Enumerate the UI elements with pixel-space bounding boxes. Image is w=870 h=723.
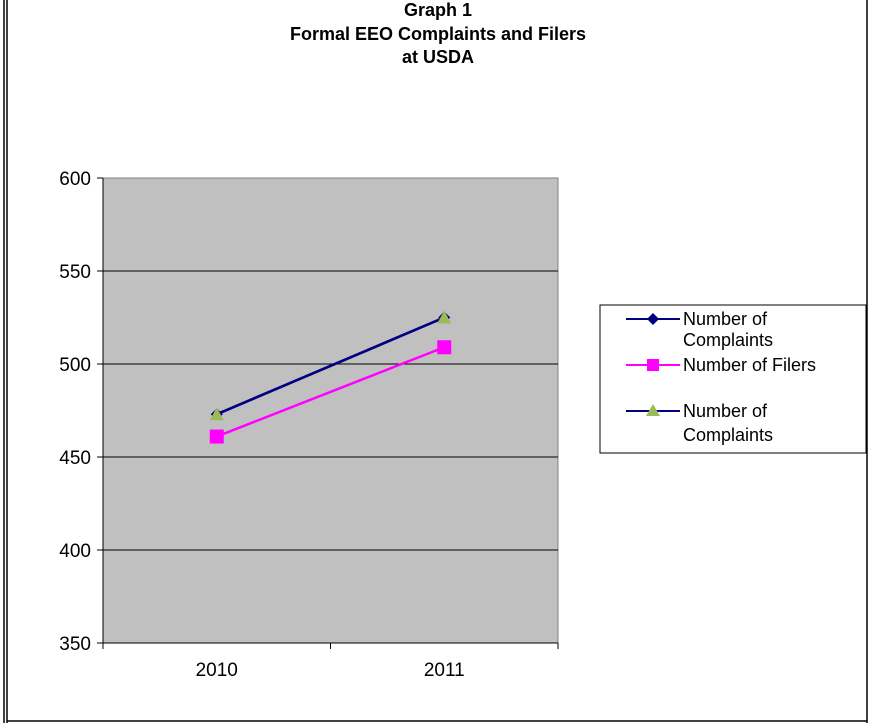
legend-label-complaints-3: Number of (683, 401, 768, 421)
x-tick-label-2011: 2011 (424, 660, 465, 681)
title-line-2: Formal EEO Complaints and Filers (290, 24, 586, 44)
y-tick-label-450: 450 (59, 448, 91, 469)
legend-label-complaints-1: Number of (683, 309, 768, 329)
series-2-point-0 (209, 407, 224, 421)
x-tick-label-2010: 2010 (196, 660, 238, 681)
outer-border (3, 0, 868, 723)
legend-entry-complaints-triangle: Number of Complaints (626, 401, 773, 445)
legend-marker-diamond (647, 313, 659, 325)
y-tick-label-500: 500 (59, 355, 91, 376)
gridlines (103, 270, 558, 551)
title-line-1: Graph 1 (404, 0, 472, 20)
series-2-point-1 (437, 310, 452, 324)
legend-entry-filers: Number of Filers (626, 355, 816, 375)
chart-title: Graph 1 Formal EEO Complaints and Filers… (290, 0, 586, 67)
y-tick-label-350: 350 (59, 634, 91, 655)
series-1-point-0 (209, 429, 224, 444)
legend: Number of Complaints Number of Filers Nu… (599, 304, 867, 454)
y-tick-label-400: 400 (59, 541, 91, 562)
legend-label-filers: Number of Filers (683, 355, 816, 375)
legend-marker-triangle (646, 404, 660, 416)
legend-label-complaints-4: Complaints (683, 425, 773, 445)
y-tick-label-600: 600 (59, 169, 91, 190)
y-tick-labels: 350 400 450 500 550 600 (59, 169, 91, 655)
y-tick-label-550: 550 (59, 262, 91, 283)
x-tick-labels: 2010 2011 (196, 660, 465, 681)
legend-marker-square (647, 359, 659, 371)
series-line-1 (216, 346, 445, 438)
series-layer (209, 310, 452, 444)
legend-entry-complaints: Number of Complaints (626, 309, 773, 350)
legend-box (599, 304, 867, 454)
title-line-3: at USDA (402, 47, 474, 67)
series-1-point-1 (437, 340, 452, 355)
axes (97, 177, 559, 649)
legend-label-complaints-2: Complaints (683, 330, 773, 350)
plot-area (102, 177, 559, 644)
series-line-2 (216, 316, 445, 416)
